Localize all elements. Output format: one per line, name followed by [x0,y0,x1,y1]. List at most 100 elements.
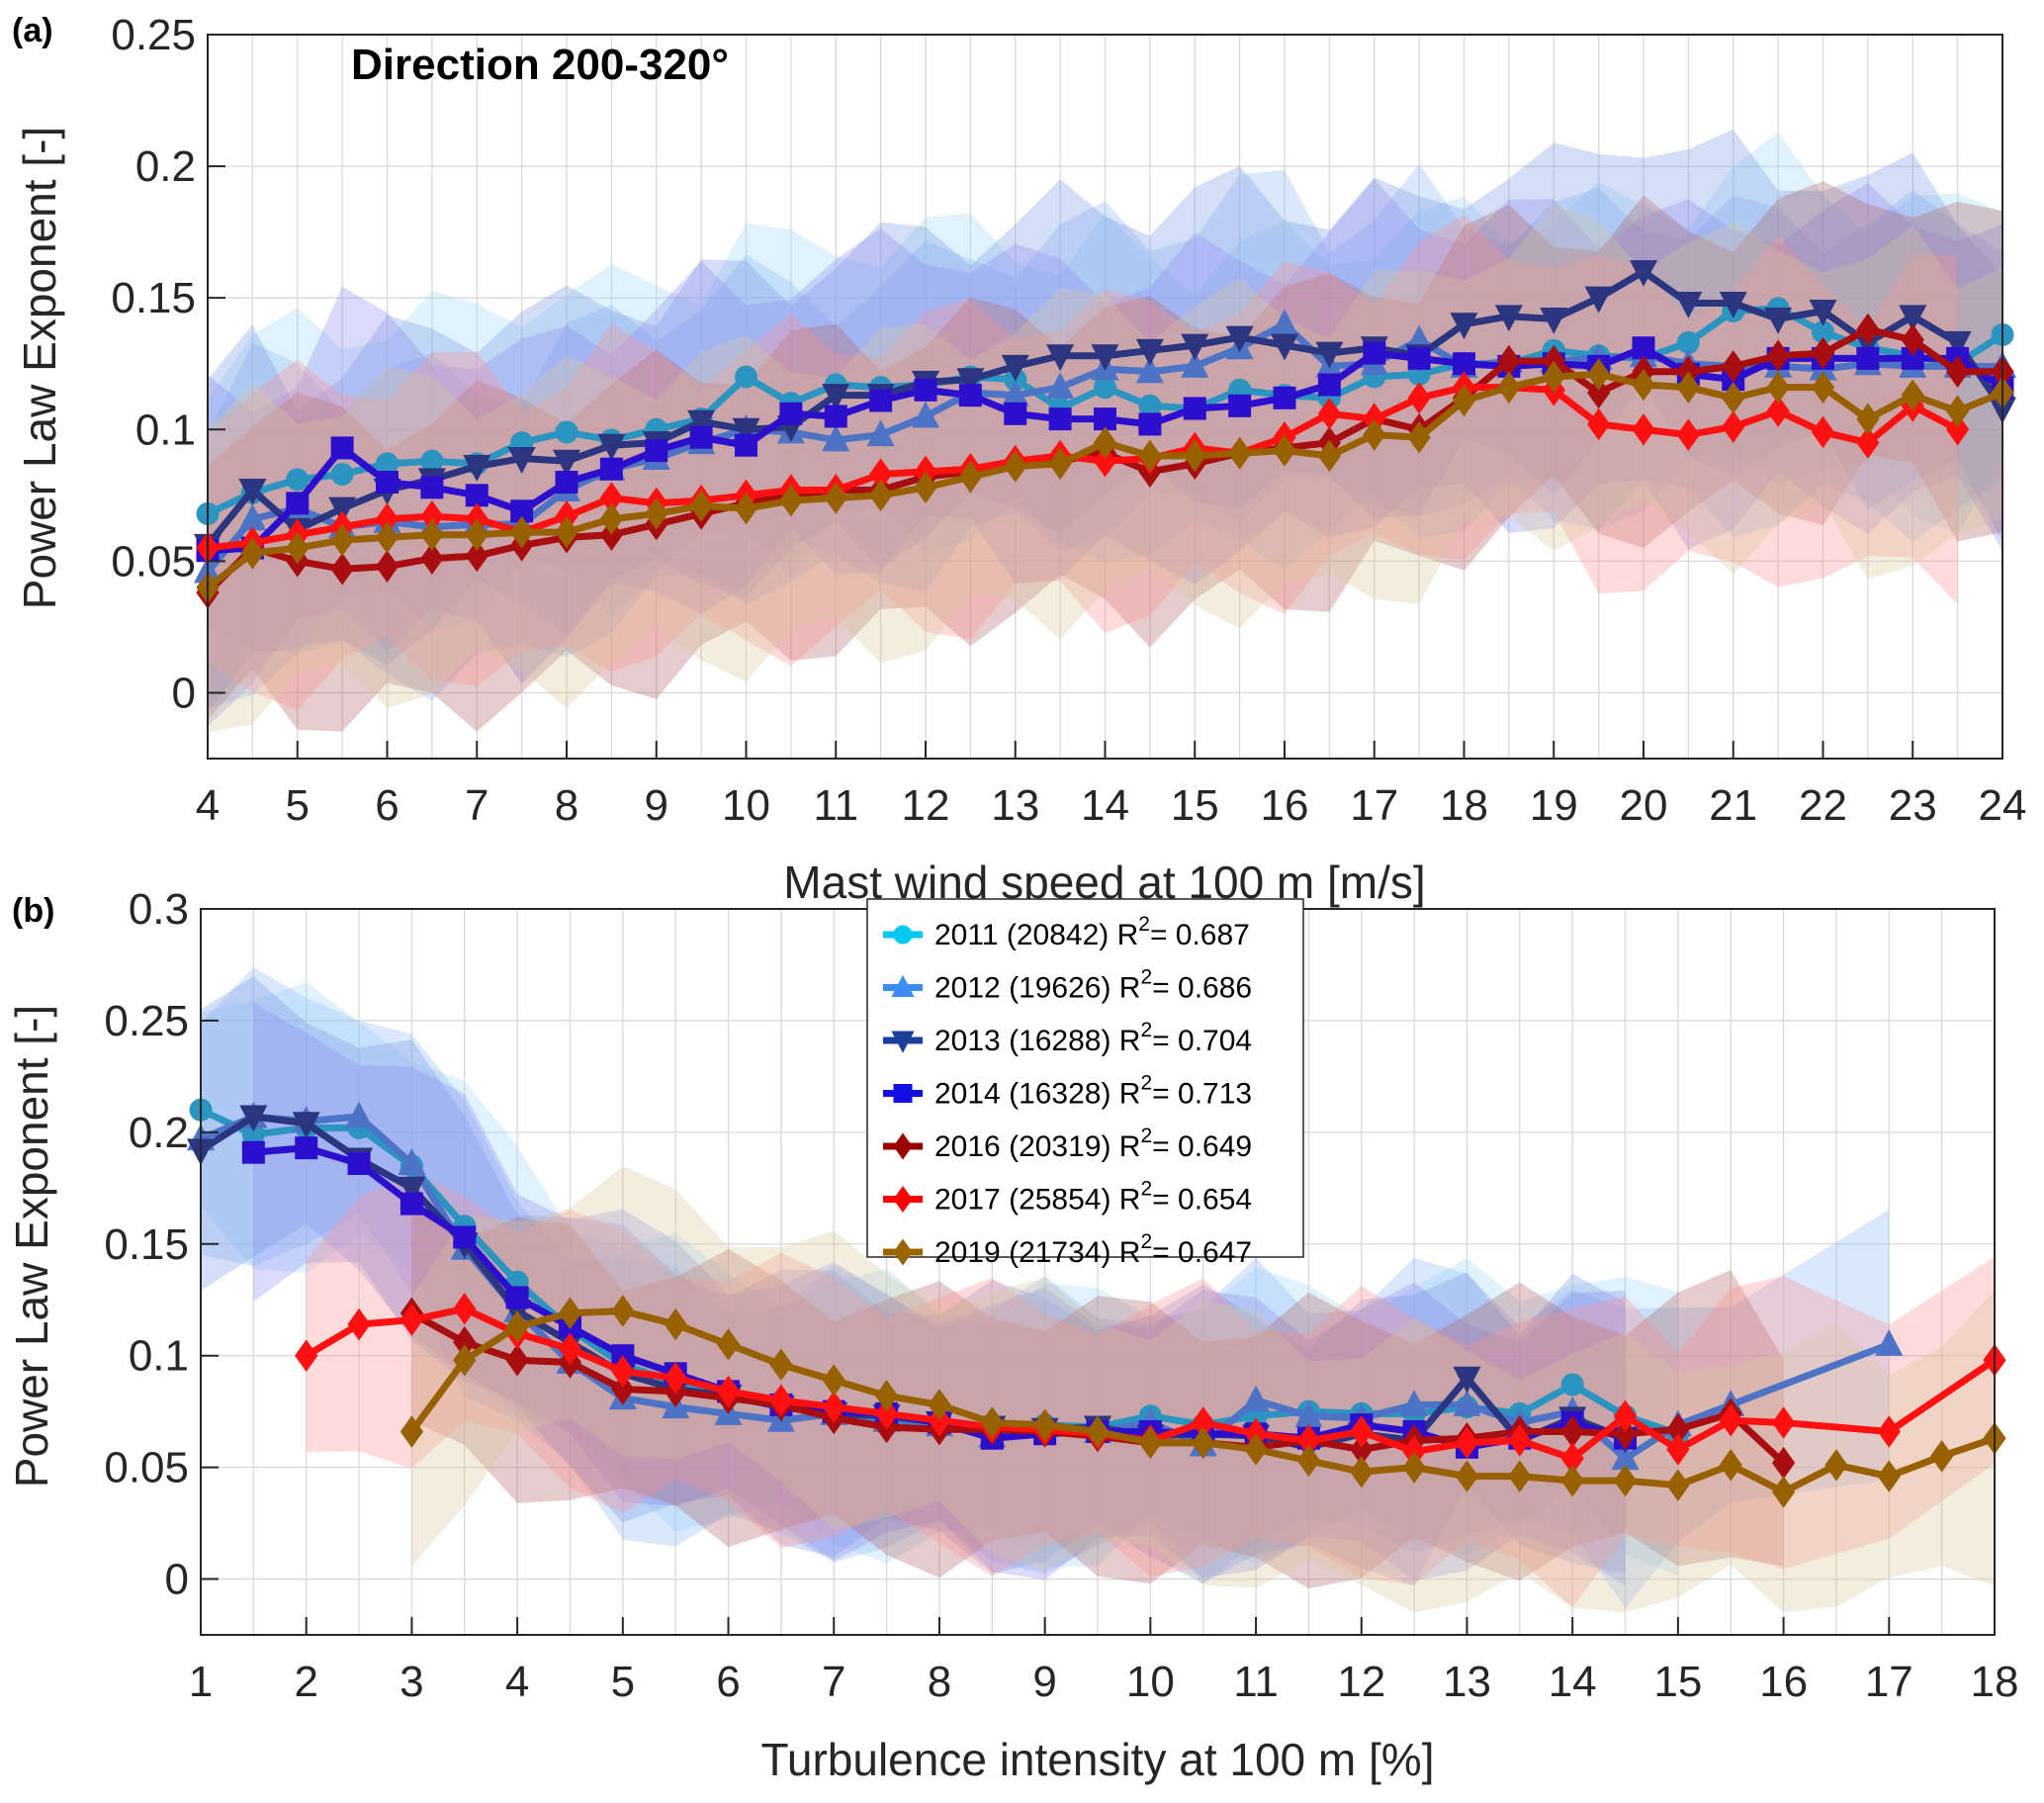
data-point-2017 [1632,413,1655,446]
data-point-2017 [874,1397,899,1430]
data-point-2013 [956,368,985,396]
data-point-2017 [1722,410,1745,443]
data-point-2019 [869,479,893,512]
legend-label: 2014 (16328) R2= 0.713 [934,1072,1252,1111]
data-point-2017 [1676,418,1700,451]
data-point-legend-2016 [893,1132,913,1160]
data-point-2016 [611,1373,635,1405]
data-point-2014 [599,457,623,481]
data-point-2019 [1244,1433,1268,1466]
panel-b-x-axis-label: Turbulence intensity at 100 m [%] [761,1734,1435,1785]
y-tick-label: 0.15 [104,1220,189,1269]
band-2019 [411,1165,1996,1613]
data-point-2016 [1766,339,1790,373]
x-tick-label: 15 [1653,1658,1702,1706]
data-point-2019 [716,1328,741,1361]
x-tick-label: 12 [902,781,950,830]
data-point-2017 [1317,398,1341,430]
x-tick-label: 3 [400,1658,423,1706]
data-point-2013 [1046,344,1075,372]
data-point-2014 [1183,397,1206,420]
data-point-2014 [689,425,713,449]
data-point-2019 [1183,439,1206,473]
data-point-2012 [1181,351,1209,378]
data-point-2013 [1181,333,1209,361]
x-tick-label: 8 [555,781,578,830]
data-point-2019 [510,515,534,549]
data-point-2019 [779,484,803,517]
data-point-legend-2011 [893,925,913,945]
data-point-2019 [769,1348,793,1381]
data-point-2019 [822,1364,845,1397]
data-point-2013 [1809,299,1837,326]
data-point-2019 [240,537,264,570]
data-point-2014 [330,436,354,460]
legend-item-2016: 2016 (20319) R2= 0.649 [883,1125,1252,1163]
data-point-2019 [1228,436,1252,470]
data-point-2014 [505,1286,529,1309]
data-point-2012 [398,1148,426,1175]
data-point-2019 [645,497,668,530]
legend-label: 2013 (16288) R2= 0.704 [934,1019,1252,1057]
data-point-2014 [914,378,937,402]
legend-label: 2016 (20319) R2= 0.649 [934,1125,1252,1163]
data-point-2014 [1856,346,1880,370]
data-point-2014 [1317,373,1341,397]
x-tick-label: 1 [189,1658,213,1706]
panel-a: 4 5 6 7 8 9 10 11 12 13 14 15 16 17 18 19 20 21 22 23 24 0 0.… [12,11,2026,908]
x-tick-label: 7 [822,1658,845,1706]
data-point-2016 [330,553,354,586]
data-point-legend-2012 [891,974,915,997]
legend-year-count: 2012 (19626) R [934,972,1140,1005]
data-point-2019 [1560,1464,1584,1497]
band-2017 [208,215,1958,710]
x-tick-label: 24 [1979,781,2027,830]
data-point-2019 [1930,1440,1954,1473]
data-point-2016 [420,542,444,575]
x-tick-label: 13 [1443,1658,1491,1706]
legend-item-2012: 2012 (19626) R2= 0.686 [883,966,1252,1005]
data-point-2019 [1497,371,1521,404]
x-tick-label: 2 [294,1658,317,1706]
legend-label: 2017 (25854) R2= 0.654 [934,1178,1252,1217]
data-point-legend-2019 [893,1238,913,1266]
y-tick-label: 0.05 [104,1444,189,1492]
data-point-2011 [555,420,578,444]
data-point-2019 [555,515,578,549]
data-point-2013 [552,449,581,477]
data-point-2012 [1135,356,1164,384]
legend-r2-value: = 0.713 [1152,1078,1252,1111]
legend-r2-value: = 0.687 [1150,919,1250,951]
data-point-2014 [376,471,399,495]
legend-year-count: 2019 (21734) R [934,1236,1140,1269]
data-point-2019 [1824,1449,1848,1482]
series-line-2017 [207,384,1960,552]
data-point-2014 [1048,407,1072,431]
data-point-2017 [1766,395,1790,427]
x-tick-label: 11 [1233,1658,1279,1706]
data-point-2013 [1091,344,1119,372]
data-point-2019 [928,1389,951,1421]
data-point-2013 [1494,305,1523,332]
data-point-2016 [1613,1417,1638,1450]
data-point-2019 [1901,379,1924,411]
data-point-2019 [1766,371,1790,404]
y-tick-label: 0 [172,669,196,717]
data-point-2014 [241,1140,265,1164]
legend-year-count: 2017 (25854) R [934,1184,1140,1217]
data-point-2013 [1943,330,1972,358]
x-tick-label: 13 [991,781,1039,830]
data-point-2017 [1666,1433,1690,1466]
data-point-2019 [1004,450,1027,483]
data-point-2019 [330,523,354,557]
legend-year-count: 2011 (20842) R [934,919,1138,951]
y-tick-label: 0.1 [135,406,196,454]
data-point-2019 [1676,371,1700,404]
data-point-2014 [735,433,757,457]
legend-r2-superscript: 2 [1140,1230,1152,1253]
x-tick-label: 19 [1530,781,1578,830]
data-point-2013 [597,433,626,461]
data-point-2013 [463,455,491,482]
data-point-2012 [345,1101,374,1128]
panel-b-x-ticks: 1 2 3 4 5 6 7 8 9 10 11 12 13 14 15 16 17 18 [189,1617,2018,1706]
